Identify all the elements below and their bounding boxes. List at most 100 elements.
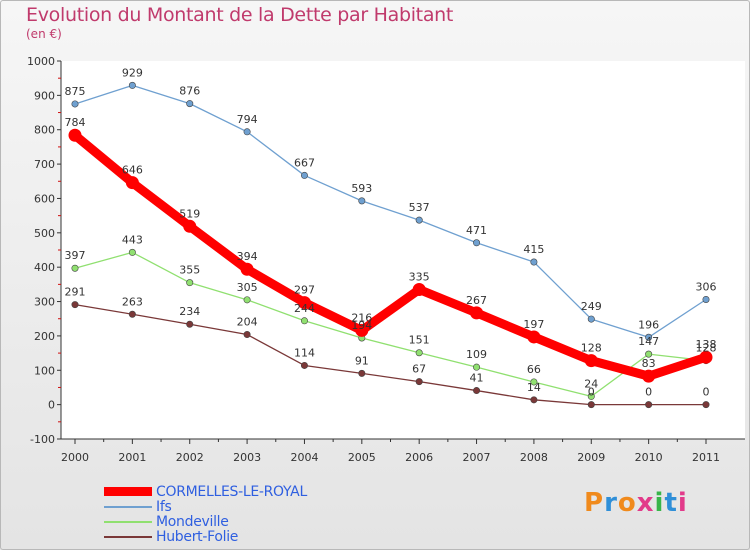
legend-label-cormelles: CORMELLES-LE-ROYAL [156,483,307,500]
data-point-hubert-folie [473,387,481,395]
data-point-ifs [530,258,538,266]
data-label-cormelles: 335 [409,271,430,284]
data-label-hubert-folie: 0 [588,386,595,399]
logo-letter: P [584,488,605,518]
data-point-hubert-folie [358,369,366,377]
legend-item-ifs: Ifs [104,498,307,515]
data-label-ifs: 471 [466,224,487,237]
data-label-mondeville: 24 [584,377,598,390]
plot-area [61,61,745,439]
y-tick-label: 1000 [27,55,55,68]
data-point-cormelles [297,296,311,310]
data-label-cormelles: 646 [122,164,143,177]
data-label-ifs: 415 [523,243,544,256]
data-point-hubert-folie [415,378,423,386]
data-label-mondeville: 244 [294,302,315,315]
data-label-hubert-folie: 0 [645,386,652,399]
y-tick-label: 600 [34,192,55,205]
data-point-cormelles [125,176,139,190]
legend-swatch-mondeville [104,520,152,523]
data-label-cormelles: 83 [642,357,656,370]
data-point-cormelles [699,350,713,364]
data-label-hubert-folie: 291 [65,286,86,299]
data-point-hubert-folie [587,401,595,409]
y-tick-label: 800 [34,124,55,137]
data-label-ifs: 249 [581,300,602,313]
data-point-hubert-folie [243,331,251,339]
x-tick-label: 2009 [577,451,605,464]
data-label-hubert-folie: 114 [294,346,315,359]
series-line-ifs [74,84,707,338]
data-point-cormelles [584,354,598,368]
data-label-cormelles: 216 [351,311,372,324]
data-label-mondeville: 355 [179,264,200,277]
data-label-cormelles: 267 [466,294,487,307]
legend-swatch-ifs [104,505,152,508]
legend-label-ifs: Ifs [156,498,172,515]
y-tick-label: 200 [34,330,55,343]
data-label-ifs: 593 [351,182,372,195]
data-label-cormelles: 128 [581,342,602,355]
data-point-ifs [243,128,251,136]
chart-title: Evolution du Montant de la Dette par Hab… [26,4,454,26]
data-point-ifs [645,333,653,341]
data-point-hubert-folie [702,401,710,409]
x-tick-label: 2008 [520,451,548,464]
legend-swatch-hubert-folie [104,535,152,538]
data-label-ifs: 537 [409,201,430,214]
data-point-hubert-folie [645,401,653,409]
data-label-hubert-folie: 0 [703,386,710,399]
data-label-cormelles: 297 [294,284,315,297]
y-tick-label: 0 [48,399,55,412]
data-point-ifs [128,81,136,89]
data-point-mondeville [587,392,595,400]
logo-letter: o [617,488,637,518]
data-point-ifs [186,100,194,108]
y-tick-label: 300 [34,296,55,309]
x-tick-label: 2001 [118,451,146,464]
y-tick-label: 100 [34,364,55,377]
series-line-hubert-folie [74,303,707,406]
y-tick-label: 400 [34,261,55,274]
x-tick-label: 2007 [463,451,491,464]
data-point-ifs [71,100,79,108]
data-point-hubert-folie [128,310,136,318]
x-tick-label: 2011 [692,451,720,464]
data-point-cormelles [527,330,541,344]
chart-unit: (en €) [26,27,62,41]
data-label-ifs: 196 [638,318,659,331]
x-tick-label: 2005 [348,451,376,464]
data-label-mondeville: 305 [237,281,258,294]
data-point-mondeville [128,248,136,256]
logo-letter: t [664,488,678,518]
data-label-ifs: 929 [122,66,143,79]
y-tick-label: 700 [34,158,55,171]
logo-letter: r [604,488,618,518]
data-label-mondeville: 397 [65,249,86,262]
data-label-ifs: 667 [294,156,315,169]
series-line-cormelles [70,130,711,381]
x-tick-label: 2010 [635,451,663,464]
y-tick-label: 900 [34,89,55,102]
data-label-ifs: 306 [696,280,717,293]
data-label-hubert-folie: 234 [179,305,200,318]
legend-item-mondeville: Mondeville [104,514,307,530]
data-label-cormelles: 138 [696,338,717,351]
legend-item-cormelles: CORMELLES-LE-ROYAL [104,483,307,500]
data-point-ifs [702,295,710,303]
legend-label-hubert-folie: Hubert-Folie [156,528,239,545]
data-point-cormelles [412,283,426,297]
data-point-cormelles [68,128,82,142]
data-point-mondeville [530,378,538,386]
data-point-cormelles [470,306,484,320]
data-label-hubert-folie: 67 [412,363,426,376]
y-tick-label: -100 [30,433,55,446]
legend-item-hubert-folie: Hubert-Folie [104,528,307,545]
data-label-mondeville: 194 [351,319,372,332]
data-label-ifs: 794 [237,113,258,126]
data-point-cormelles [355,323,369,337]
data-label-hubert-folie: 204 [237,316,258,329]
data-label-hubert-folie: 91 [355,354,369,367]
data-point-ifs [415,216,423,224]
